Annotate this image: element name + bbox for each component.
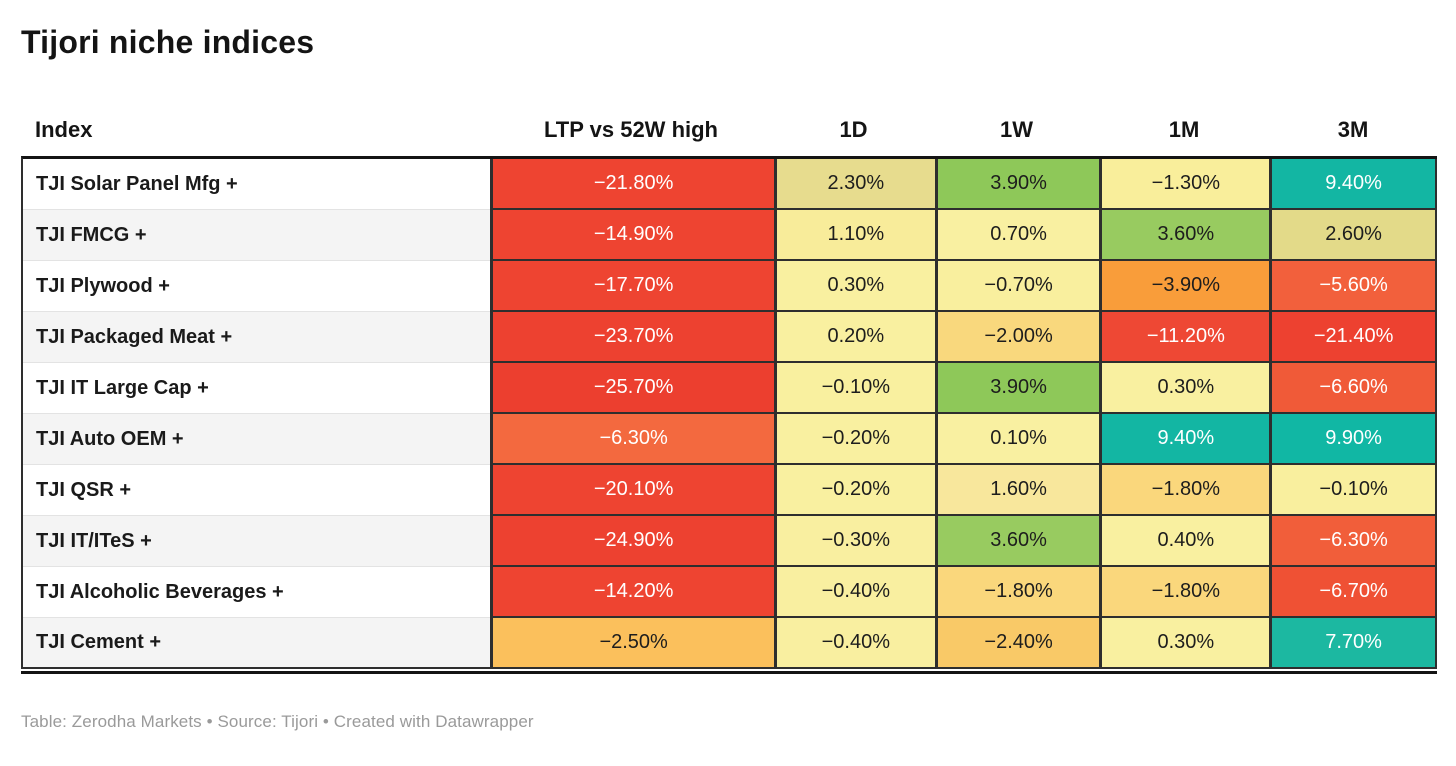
value-cell: −0.70%: [934, 261, 1100, 312]
table-row: TJI Plywood + −17.70% 0.30% −0.70% −3.90…: [23, 261, 1437, 312]
value-cell: −21.80%: [490, 159, 774, 210]
value-cell: −3.90%: [1099, 261, 1270, 312]
value-cell: 3.60%: [1099, 210, 1270, 261]
value-cell: −1.80%: [1099, 567, 1270, 618]
index-cell[interactable]: TJI Cement +: [23, 618, 491, 669]
index-cell[interactable]: TJI Packaged Meat +: [23, 312, 491, 363]
page-title: Tijori niche indices: [21, 24, 315, 60]
value-cell: −6.30%: [1269, 516, 1437, 567]
value-cell: 9.40%: [1099, 414, 1270, 465]
table-row: TJI IT Large Cap + −25.70% −0.10% 3.90% …: [23, 363, 1437, 414]
table-row: TJI QSR + −20.10% −0.20% 1.60% −1.80% −0…: [23, 465, 1437, 516]
value-cell: −0.20%: [773, 414, 935, 465]
value-cell: −20.10%: [490, 465, 774, 516]
index-cell[interactable]: TJI Auto OEM +: [23, 414, 491, 465]
table-row: TJI Cement + −2.50% −0.40% −2.40% 0.30% …: [23, 618, 1437, 669]
value-cell: −2.40%: [934, 618, 1100, 669]
value-cell: 0.30%: [1099, 363, 1270, 414]
table-row: TJI Alcoholic Beverages + −14.20% −0.40%…: [23, 567, 1437, 618]
value-cell: 0.30%: [1099, 618, 1270, 669]
value-cell: 3.90%: [934, 159, 1100, 210]
index-cell[interactable]: TJI Solar Panel Mfg +: [23, 159, 491, 210]
index-cell[interactable]: TJI IT/ITeS +: [23, 516, 491, 567]
column-header-1d: 1D: [839, 117, 868, 142]
table-bottom-border: [21, 669, 1437, 674]
value-cell: −25.70%: [490, 363, 774, 414]
value-cell: −0.20%: [773, 465, 935, 516]
table-body: TJI Solar Panel Mfg + −21.80% 2.30% 3.90…: [21, 156, 1437, 669]
value-cell: −1.80%: [1099, 465, 1270, 516]
value-cell: 2.60%: [1269, 210, 1437, 261]
value-cell: 0.20%: [773, 312, 935, 363]
value-cell: 9.40%: [1269, 159, 1437, 210]
value-cell: 0.30%: [773, 261, 935, 312]
index-cell[interactable]: TJI Plywood +: [23, 261, 491, 312]
index-cell[interactable]: TJI QSR +: [23, 465, 491, 516]
value-cell: −6.60%: [1269, 363, 1437, 414]
column-header-1m: 1M: [1168, 117, 1200, 142]
value-cell: −11.20%: [1099, 312, 1270, 363]
value-cell: −17.70%: [490, 261, 774, 312]
value-cell: −0.40%: [773, 567, 935, 618]
value-cell: −0.30%: [773, 516, 935, 567]
column-header-1w: 1W: [1000, 117, 1033, 142]
index-cell[interactable]: TJI FMCG +: [23, 210, 491, 261]
value-cell: 3.60%: [934, 516, 1100, 567]
value-cell: 2.30%: [773, 159, 935, 210]
value-cell: −6.70%: [1269, 567, 1437, 618]
index-cell[interactable]: TJI IT Large Cap +: [23, 363, 491, 414]
value-cell: 9.90%: [1269, 414, 1437, 465]
value-cell: 3.90%: [934, 363, 1100, 414]
value-cell: −23.70%: [490, 312, 774, 363]
value-cell: 1.10%: [773, 210, 935, 261]
datawrapper-table-page: Tijori niche indices Index LTP vs 52W hi…: [21, 24, 1437, 731]
table-header-row: Index LTP vs 52W high 1D 1W 1M 3M: [21, 117, 1437, 156]
value-cell: −14.20%: [490, 567, 774, 618]
value-cell: 0.10%: [934, 414, 1100, 465]
value-cell: −0.10%: [1269, 465, 1437, 516]
value-cell: −1.80%: [934, 567, 1100, 618]
value-cell: −6.30%: [490, 414, 774, 465]
value-cell: −5.60%: [1269, 261, 1437, 312]
value-cell: −0.10%: [773, 363, 935, 414]
column-header-3m: 3M: [1337, 117, 1369, 142]
table-row: TJI Auto OEM + −6.30% −0.20% 0.10% 9.40%…: [23, 414, 1437, 465]
value-cell: 0.40%: [1099, 516, 1270, 567]
column-header-ltp-vs-52w-high: LTP vs 52W high: [544, 117, 718, 142]
value-cell: 1.60%: [934, 465, 1100, 516]
value-cell: −2.00%: [934, 312, 1100, 363]
value-cell: −2.50%: [490, 618, 774, 669]
index-cell[interactable]: TJI Alcoholic Beverages +: [23, 567, 491, 618]
table-row: TJI FMCG + −14.90% 1.10% 0.70% 3.60% 2.6…: [23, 210, 1437, 261]
column-header-index: Index: [35, 117, 93, 142]
value-cell: −1.30%: [1099, 159, 1270, 210]
value-cell: 7.70%: [1269, 618, 1437, 669]
table-row: TJI Packaged Meat + −23.70% 0.20% −2.00%…: [23, 312, 1437, 363]
value-cell: −14.90%: [490, 210, 774, 261]
table-row: TJI IT/ITeS + −24.90% −0.30% 3.60% 0.40%…: [23, 516, 1437, 567]
attribution-footer: Table: Zerodha Markets • Source: Tijori …: [21, 712, 534, 731]
value-cell: −24.90%: [490, 516, 774, 567]
value-cell: −0.40%: [773, 618, 935, 669]
value-cell: 0.70%: [934, 210, 1100, 261]
value-cell: −21.40%: [1269, 312, 1437, 363]
table-row: TJI Solar Panel Mfg + −21.80% 2.30% 3.90…: [23, 159, 1437, 210]
